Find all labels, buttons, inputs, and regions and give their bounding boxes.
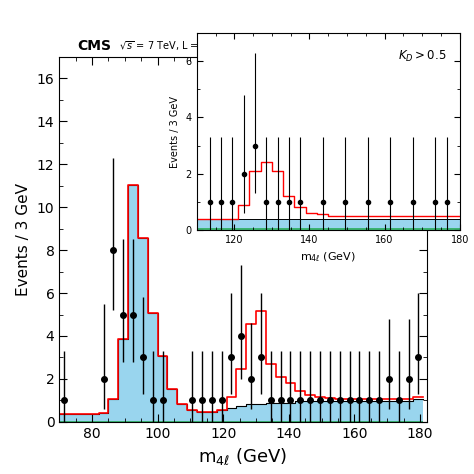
Y-axis label: Events / 3 GeV: Events / 3 GeV bbox=[170, 96, 180, 167]
Text: CMS: CMS bbox=[78, 39, 111, 53]
Y-axis label: Events / 3 GeV: Events / 3 GeV bbox=[16, 183, 31, 296]
Text: $\sqrt{s}$ = 7 TeV, L = 5.1 fb$^{-1}$  $\sqrt{s}$ = 8 TeV, L = 5.3 fb$^{-1}$: $\sqrt{s}$ = 7 TeV, L = 5.1 fb$^{-1}$ $\… bbox=[118, 38, 367, 53]
Legend: Data, Z+X, Z$\gamma^*$, ZZ, m$_H$=125 GeV: Data, Z+X, Z$\gamma^*$, ZZ, m$_H$=125 Ge… bbox=[301, 63, 421, 146]
Text: $K_D > 0.5$: $K_D > 0.5$ bbox=[398, 49, 447, 64]
X-axis label: m$_{4\ell}$ (GeV): m$_{4\ell}$ (GeV) bbox=[301, 250, 356, 264]
X-axis label: m$_{4\ell}$ (GeV): m$_{4\ell}$ (GeV) bbox=[199, 447, 287, 467]
